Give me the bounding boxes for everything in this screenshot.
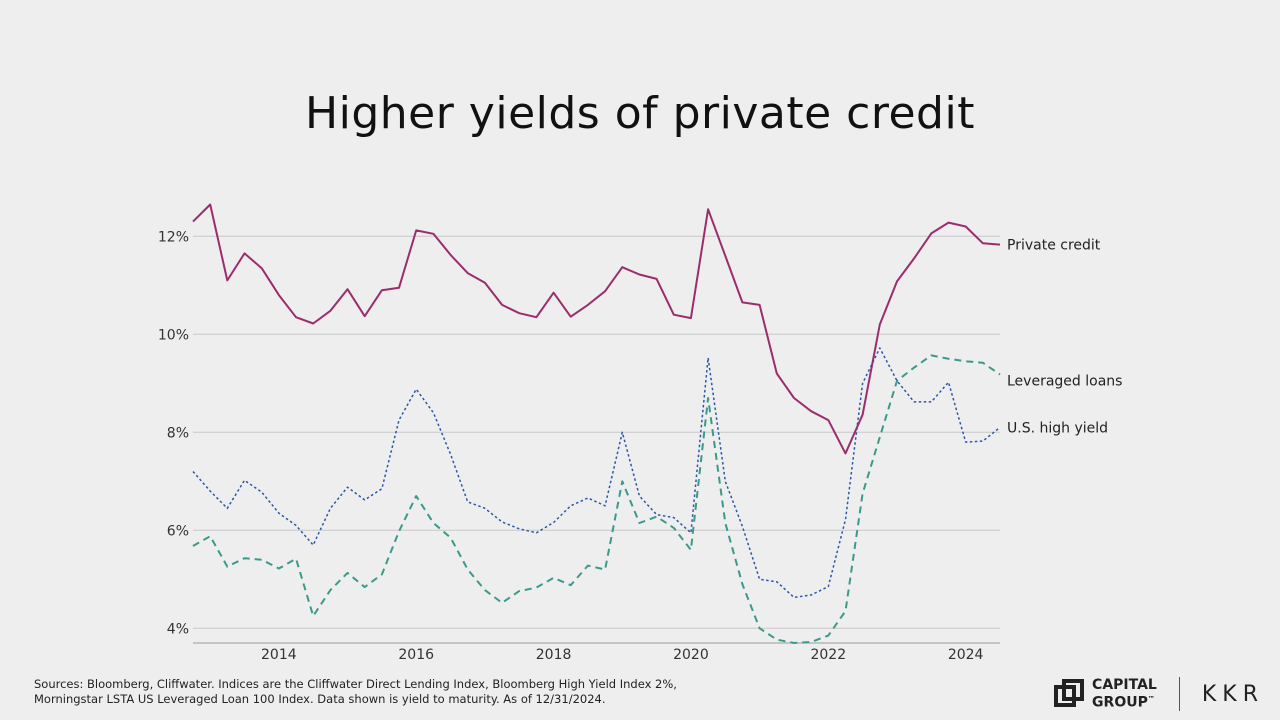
series-label: U.S. high yield bbox=[1007, 420, 1108, 436]
trademark: ™ bbox=[1147, 695, 1155, 704]
series-labels: Private credit Leveraged loans U.S. high y… bbox=[1007, 238, 1122, 437]
x-tick-label: 2016 bbox=[398, 647, 434, 663]
sources-line-2: Morningstar LSTA US Leveraged Loan 100 I… bbox=[34, 692, 606, 706]
y-tick-label: 12% bbox=[158, 229, 189, 245]
series-line-leveraged-loans bbox=[192, 354, 1001, 644]
page-title: Higher yields of private credit bbox=[305, 88, 975, 139]
y-tick-label: 4% bbox=[167, 621, 189, 637]
capital-group-logo: CAPITAL GROUP™ bbox=[1054, 678, 1157, 710]
y-tick-label: 6% bbox=[167, 523, 189, 539]
logo-divider bbox=[1178, 677, 1180, 711]
capital-group-mark-icon bbox=[1054, 679, 1085, 707]
x-tick-label: 2022 bbox=[810, 647, 846, 663]
y-tick-label: 10% bbox=[158, 327, 189, 343]
x-tick-label: 2020 bbox=[673, 647, 709, 663]
kkr-logo: KKR bbox=[1201, 681, 1264, 707]
x-tick-label: 2024 bbox=[948, 647, 984, 663]
x-tick-labels: 2014 2016 2018 2020 2022 2024 bbox=[261, 647, 984, 663]
sources-note: Sources: Bloomberg, Cliffwater. Indices … bbox=[34, 677, 734, 707]
series-lines bbox=[192, 203, 1001, 644]
y-tick-labels: 4% 6% 8% 10% 12% bbox=[158, 229, 189, 637]
yield-line-chart: 4% 6% 8% 10% 12% 2014 2016 2018 2020 2022 2024 Pr… bbox=[158, 203, 1122, 663]
logo-area: CAPITAL GROUP™ KKR bbox=[1054, 676, 1264, 712]
series-label: Leveraged loans bbox=[1007, 373, 1122, 389]
gridlines bbox=[193, 235, 1000, 629]
x-tick-label: 2018 bbox=[536, 647, 572, 663]
sources-line-1: Sources: Bloomberg, Cliffwater. Indices … bbox=[34, 677, 677, 691]
x-tick-label: 2014 bbox=[261, 647, 297, 663]
series-line-u-s-high-yield bbox=[192, 347, 1001, 599]
y-tick-label: 8% bbox=[167, 425, 189, 441]
series-line-private-credit bbox=[192, 203, 1001, 455]
series-label: Private credit bbox=[1007, 238, 1101, 254]
capital-word: CAPITAL bbox=[1092, 677, 1157, 694]
group-word: GROUP bbox=[1092, 694, 1148, 711]
